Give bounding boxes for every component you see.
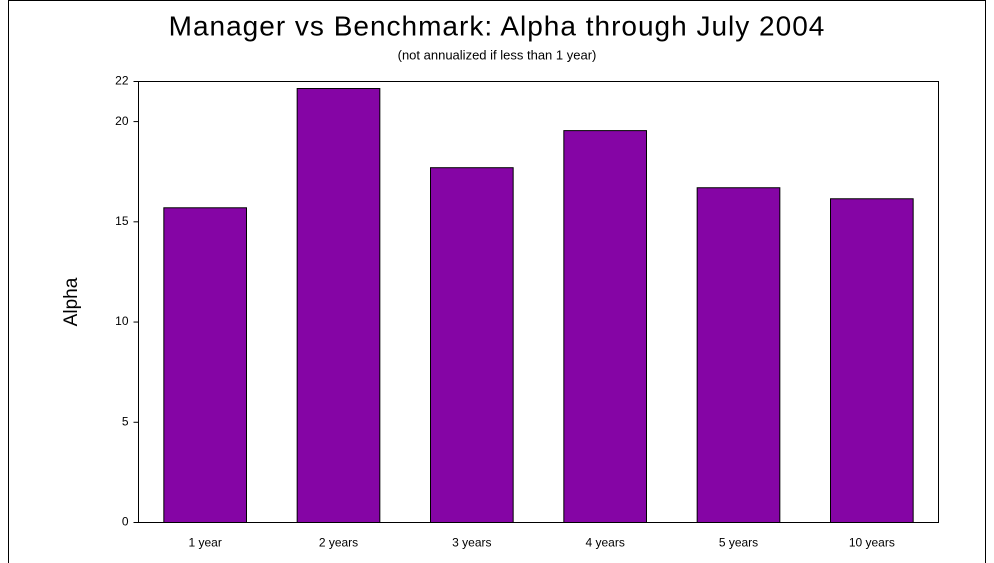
bar <box>163 207 247 523</box>
x-tick-label: 5 years <box>719 536 758 550</box>
y-tick-label: 22 <box>115 74 129 88</box>
y-tick-label: 0 <box>122 515 129 529</box>
x-tick-label: 10 years <box>849 536 895 550</box>
chart-title: Manager vs Benchmark: Alpha through July… <box>169 10 826 41</box>
plot-area <box>138 81 939 523</box>
y-axis-label: Alpha <box>61 277 82 326</box>
x-tick-label: 3 years <box>452 536 491 550</box>
bar <box>830 198 914 524</box>
bar <box>563 130 647 523</box>
x-tick-label: 4 years <box>585 536 624 550</box>
x-tick-label: 1 year <box>188 536 221 550</box>
y-tick-label: 5 <box>122 414 129 428</box>
bar <box>696 187 781 523</box>
frame <box>8 0 986 563</box>
y-tick-label: 10 <box>115 314 129 328</box>
bar <box>296 88 381 524</box>
bar <box>430 167 514 523</box>
chart-subtitle: (not annualized if less than 1 year) <box>398 47 597 62</box>
x-tick-label: 2 years <box>319 536 358 550</box>
y-tick-label: 20 <box>115 114 129 128</box>
y-tick-label: 15 <box>115 214 129 228</box>
